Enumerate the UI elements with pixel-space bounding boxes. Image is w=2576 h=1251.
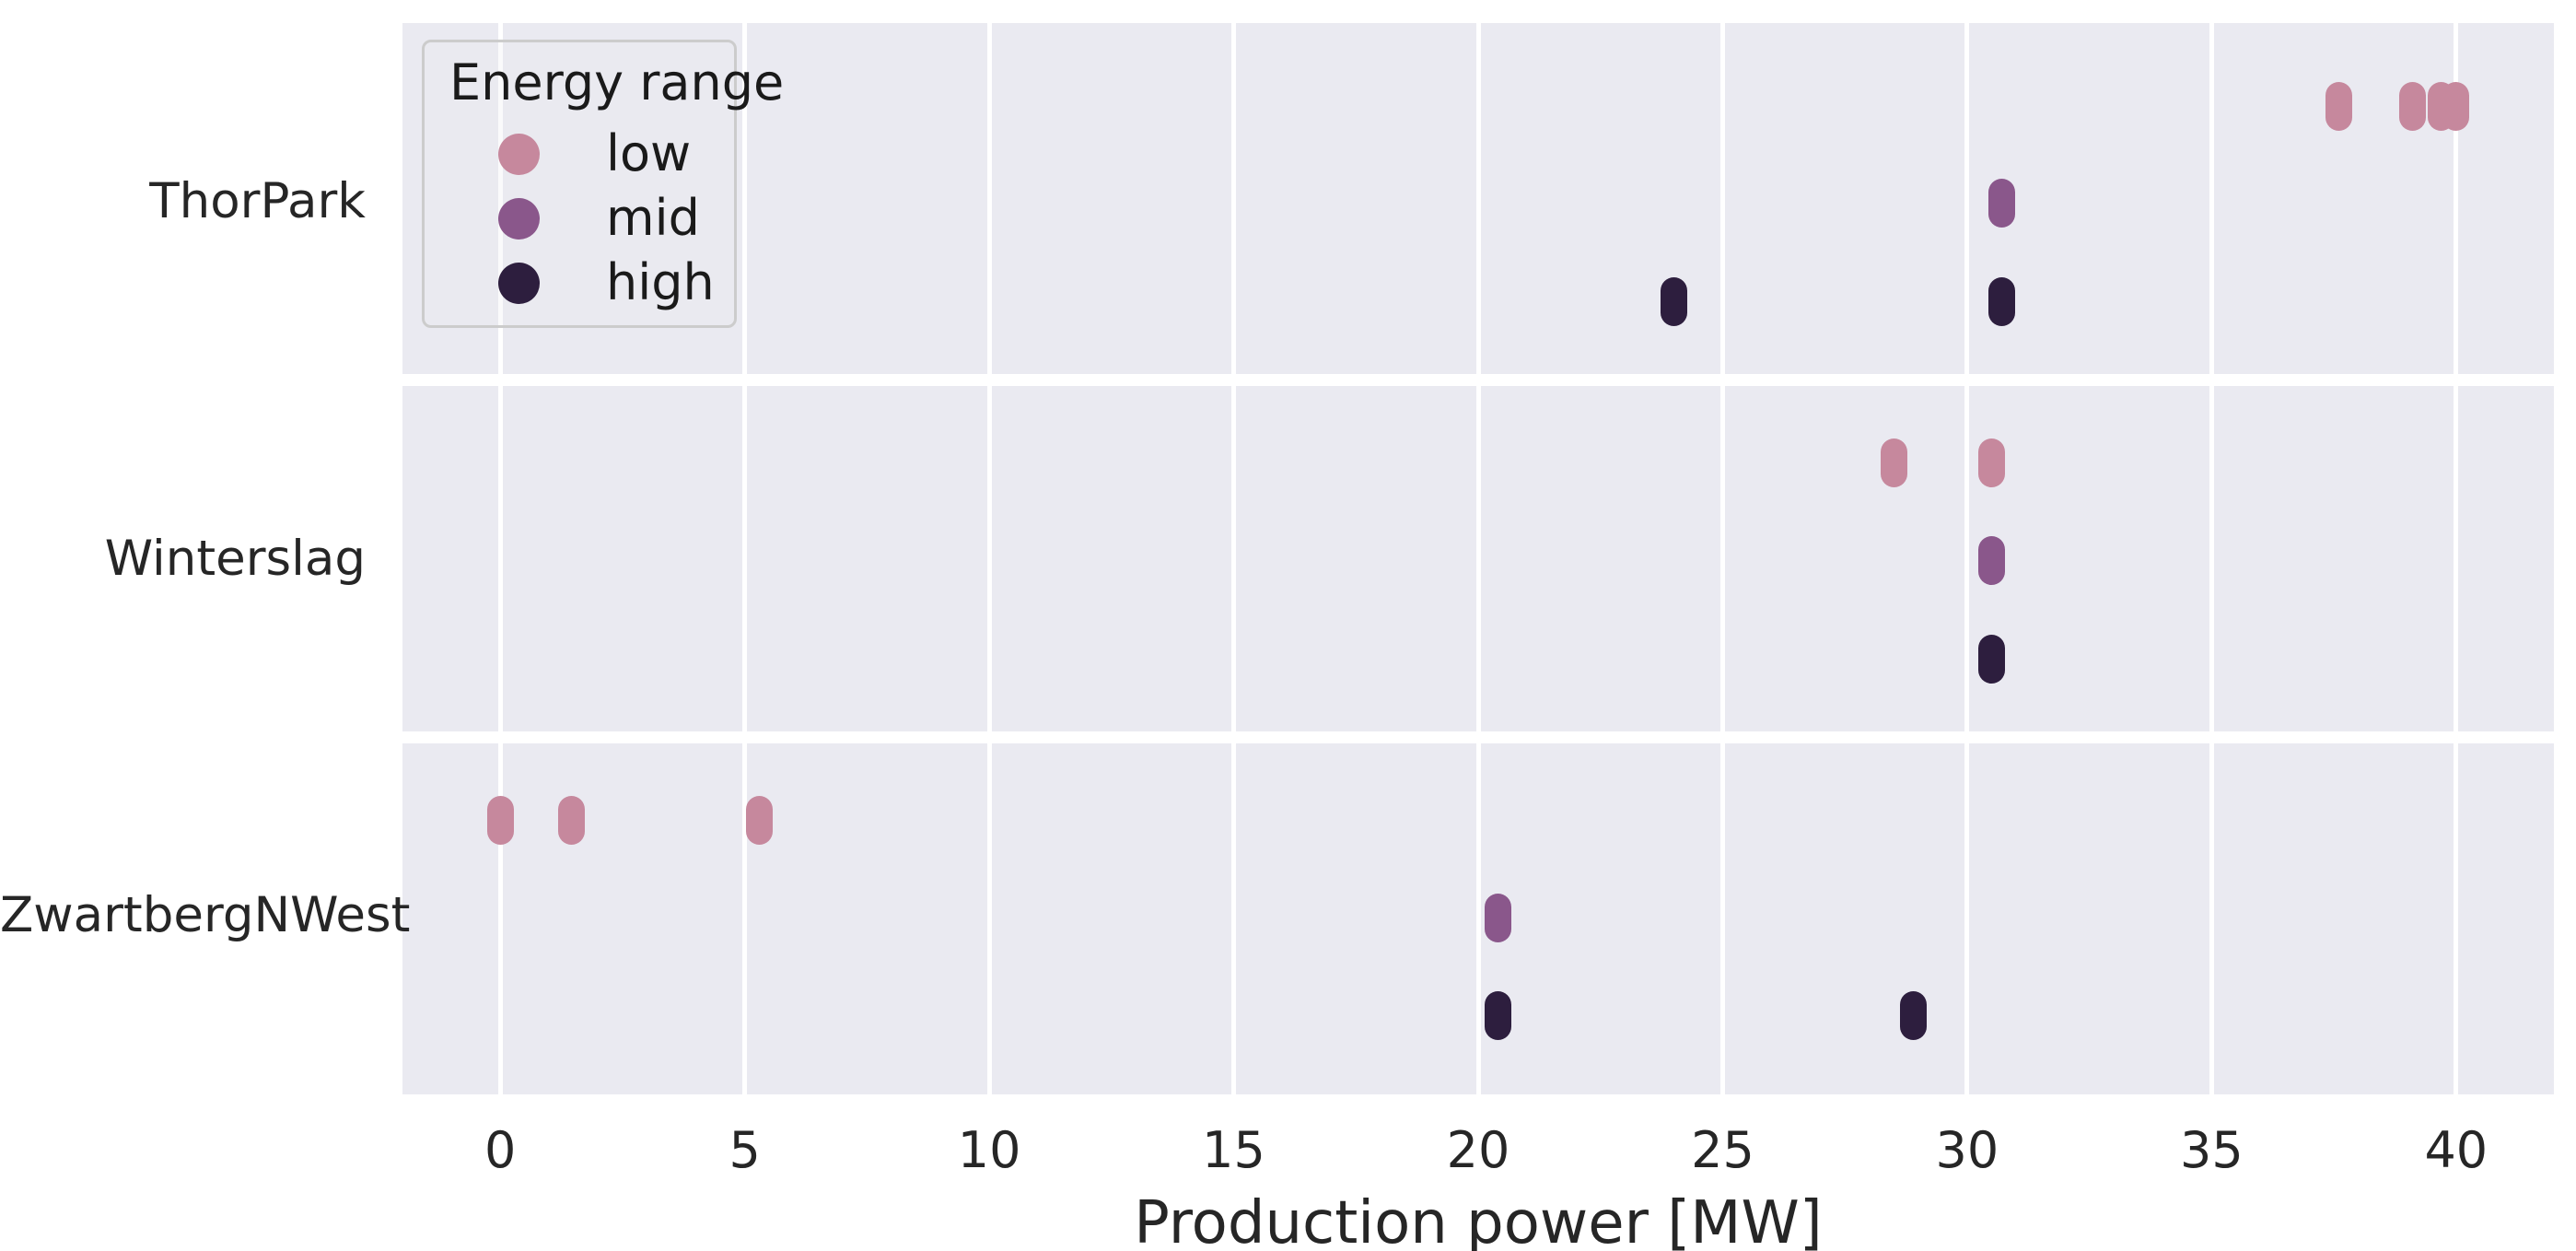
x-axis-tick-label: 0 [484,1121,517,1179]
band-separator [402,374,2554,387]
x-axis-tick-label: 40 [2424,1121,2489,1179]
data-point-low [1977,438,2005,488]
data-point-high [1987,276,2015,326]
legend-swatch-mid [498,197,540,240]
data-point-low [2442,81,2470,131]
data-point-high [1484,991,1511,1041]
data-point-high [1977,634,2005,684]
data-point-high [1660,276,1687,326]
gridline-vertical [2454,23,2459,1094]
gridline-vertical [1719,23,1725,1094]
x-axis-tick-label: 20 [1446,1121,1510,1179]
data-point-mid [1977,535,2005,585]
legend: Energy range low mid high [422,40,784,328]
x-axis-tick-label: 30 [1935,1121,1999,1179]
plot-area [402,23,2554,1094]
legend-swatch-low [498,133,540,175]
x-axis-tick-label: 15 [1202,1121,1265,1179]
legend-label-mid: mid [606,189,700,247]
data-point-low [486,796,514,846]
y-axis-category-label: ThorPark [149,172,366,229]
gridline-vertical [1475,23,1481,1094]
data-point-low [746,796,774,846]
data-point-low [1880,438,1907,488]
gridline-vertical [1231,23,1237,1094]
legend-label-high: high [606,253,715,311]
gridline-vertical [497,23,503,1094]
data-point-mid [1987,179,2015,228]
x-axis-tick-label: 25 [1691,1121,1754,1179]
gridline-vertical [2209,23,2214,1094]
y-axis-category-label: ZwartbergNWest [0,887,411,944]
gridline-vertical [742,23,748,1094]
data-point-low [2325,81,2352,131]
gridline-vertical [1964,23,1970,1094]
x-axis-tick-label: 35 [2180,1121,2244,1179]
legend-label-low: low [606,124,692,182]
y-axis-category-label: Winterslag [104,530,366,587]
gridline-vertical [986,23,992,1094]
legend-title: Energy range [449,53,785,111]
band-separator [402,731,2554,743]
legend-swatch-high [498,262,540,304]
x-axis-tick-label: 10 [957,1121,1021,1179]
data-point-low [557,796,585,846]
data-point-mid [1484,893,1511,942]
data-point-high [1900,991,1927,1041]
x-axis-tick-label: 5 [729,1121,761,1179]
data-point-low [2398,81,2426,131]
x-axis-title: Production power [MW] [1134,1189,1823,1251]
